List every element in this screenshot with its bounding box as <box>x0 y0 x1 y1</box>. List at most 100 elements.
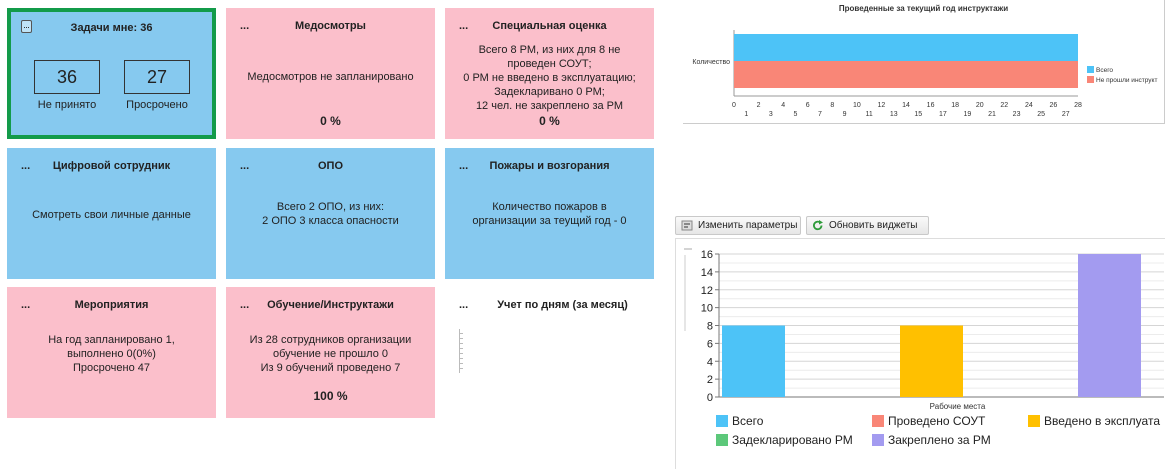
special-line: 12 чел. не закреплено за РМ <box>475 100 624 112</box>
special-line: 0 РМ не введено в эксплуатацию; <box>463 72 636 84</box>
opo-text: Всего 2 ОПО, из них: 2 ОПО 3 класса опас… <box>232 200 429 228</box>
special-assessment-tile[interactable]: ... Специальная оценка Всего 8 РМ, из ни… <box>445 8 654 139</box>
not-accepted-count[interactable]: 36 <box>34 60 100 94</box>
tasks-tile[interactable]: Задачи мне: 36 36 Не принято 27 Просроче… <box>7 8 216 139</box>
y-tick-label: 14 <box>701 267 713 279</box>
special-line: Задекларивано 0 РМ; <box>494 86 605 98</box>
y-tick-label: 12 <box>701 285 713 297</box>
fires-title: Пожары и возгорания <box>489 160 610 172</box>
legend-label: Всего <box>1096 67 1113 74</box>
x-tick-label: 6 <box>806 102 810 109</box>
legend-label: Не прошли инструкт <box>1096 77 1157 84</box>
x-tick-label: 4 <box>781 102 785 109</box>
x-tick-label: 10 <box>853 102 861 109</box>
tasks-icon[interactable] <box>21 20 32 33</box>
x-tick-label: 27 <box>1062 111 1070 118</box>
events-line: Просрочено 47 <box>73 362 150 374</box>
y-tick-label: 16 <box>701 249 713 261</box>
events-line: На год запланировано 1, <box>48 334 175 346</box>
events-title: Мероприятия <box>74 299 149 311</box>
special-percent: 0 % <box>539 114 560 128</box>
overdue-count[interactable]: 27 <box>124 60 190 94</box>
digital-menu-button[interactable]: ... <box>21 160 31 172</box>
tasks-title: Задачи мне: 36 <box>70 22 153 34</box>
x-tick-label: 26 <box>1050 102 1058 109</box>
events-menu-button[interactable]: ... <box>21 299 31 311</box>
opo-tile[interactable]: ... ОПО Всего 2 ОПО, из них: 2 ОПО 3 кла… <box>226 148 435 279</box>
legend-label: Всего <box>732 414 764 428</box>
x-tick-label: 2 <box>757 102 761 109</box>
change-params-button[interactable]: Изменить параметры <box>675 216 801 235</box>
digital-employee-tile[interactable]: ... Цифровой сотрудник Смотреть свои лич… <box>7 148 216 279</box>
events-text: На год запланировано 1, выполнено 0(0%) … <box>13 333 210 375</box>
daily-tile[interactable]: ... Учет по дням (за месяц) <box>445 287 654 418</box>
y-tick-label: 2 <box>707 374 713 386</box>
legend-swatch <box>716 415 728 427</box>
briefings-chart-title: Проведенные за текущий год инструктажи <box>838 4 1009 13</box>
y-tick-label: 10 <box>701 303 713 315</box>
digital-link[interactable]: Смотреть свои личные данные <box>32 209 191 221</box>
x-tick-label: 18 <box>951 102 959 109</box>
fires-menu-button[interactable]: ... <box>459 160 469 172</box>
refresh-icon <box>813 220 823 231</box>
special-text: Всего 8 РМ, из них для 8 не проведен СОУ… <box>451 43 648 113</box>
x-tick-label: 14 <box>902 102 910 109</box>
not-accepted-label: Не принято <box>37 99 97 111</box>
events-line: выполнено 0(0%) <box>67 348 156 360</box>
category-label: Количество <box>692 59 730 66</box>
daily-menu-button[interactable]: ... <box>459 299 469 311</box>
settings-icon <box>681 220 693 231</box>
digital-title: Цифровой сотрудник <box>52 160 171 172</box>
x-tick-label: 13 <box>890 111 898 118</box>
training-title: Обучение/Инструктажи <box>267 299 394 311</box>
legend-swatch <box>1087 66 1094 73</box>
bar-total <box>734 34 1078 61</box>
x-axis-label: Рабочие места <box>930 402 986 411</box>
overdue-label: Просрочено <box>126 99 188 111</box>
x-tick-label: 19 <box>964 111 972 118</box>
opo-menu-button[interactable]: ... <box>240 160 250 172</box>
briefings-chart-panel: Проведенные за текущий год инструктажи К… <box>683 0 1165 124</box>
medical-tile[interactable]: ... Медосмотры Медосмотров не запланиров… <box>226 8 435 139</box>
bar-1 <box>722 325 785 397</box>
legend-label: Задекларировано РМ <box>732 433 853 447</box>
legend-swatch <box>872 434 884 446</box>
x-tick-label: 8 <box>830 102 834 109</box>
training-percent: 100 % <box>313 389 348 403</box>
training-menu-button[interactable]: ... <box>240 299 250 311</box>
opo-line: 2 ОПО 3 класса опасности <box>262 215 399 227</box>
fires-line: Количество пожаров в <box>492 201 607 213</box>
bar-3 <box>900 325 963 397</box>
x-tick-label: 16 <box>927 102 935 109</box>
x-tick-label: 20 <box>976 102 984 109</box>
workplaces-chart-panel: 0 2 4 6 8 10 12 14 16 Рабочие места Всего Проведено… <box>675 238 1165 469</box>
y-tick-label: 6 <box>707 338 713 350</box>
special-menu-button[interactable]: ... <box>459 20 469 32</box>
medical-percent: 0 % <box>320 114 341 128</box>
x-tick-label: 23 <box>1013 111 1021 118</box>
y-tick-label: 4 <box>707 356 713 368</box>
y-tick-label: 8 <box>707 321 713 333</box>
bar-failed <box>734 61 1078 88</box>
events-tile[interactable]: ... Мероприятия На год запланировано 1, … <box>7 287 216 418</box>
x-tick-label: 0 <box>732 102 736 109</box>
legend-label: Проведено СОУТ <box>888 414 986 428</box>
medical-text: Медосмотров не запланировано <box>247 71 414 83</box>
daily-title: Учет по дням (за месяц) <box>497 299 628 311</box>
medical-menu-button[interactable]: ... <box>240 20 250 32</box>
special-title: Специальная оценка <box>492 20 607 32</box>
training-tile[interactable]: ... Обучение/Инструктажи Из 28 сотрудник… <box>226 287 435 418</box>
training-line: Из 28 сотрудников организации <box>249 334 412 346</box>
x-tick-label: 25 <box>1037 111 1045 118</box>
x-tick-label: 15 <box>914 111 922 118</box>
fires-tile[interactable]: ... Пожары и возгорания Количество пожар… <box>445 148 654 279</box>
x-tick-label: 1 <box>744 111 748 118</box>
refresh-widgets-button[interactable]: Обновить виджеты <box>806 216 929 235</box>
bar-5 <box>1078 254 1141 397</box>
x-tick-label: 28 <box>1074 102 1082 109</box>
legend-label: Закреплено за РМ <box>888 433 991 447</box>
x-tick-label: 9 <box>843 111 847 118</box>
legend-swatch <box>716 434 728 446</box>
x-tick-label: 21 <box>988 111 996 118</box>
x-tick-label: 22 <box>1000 102 1008 109</box>
